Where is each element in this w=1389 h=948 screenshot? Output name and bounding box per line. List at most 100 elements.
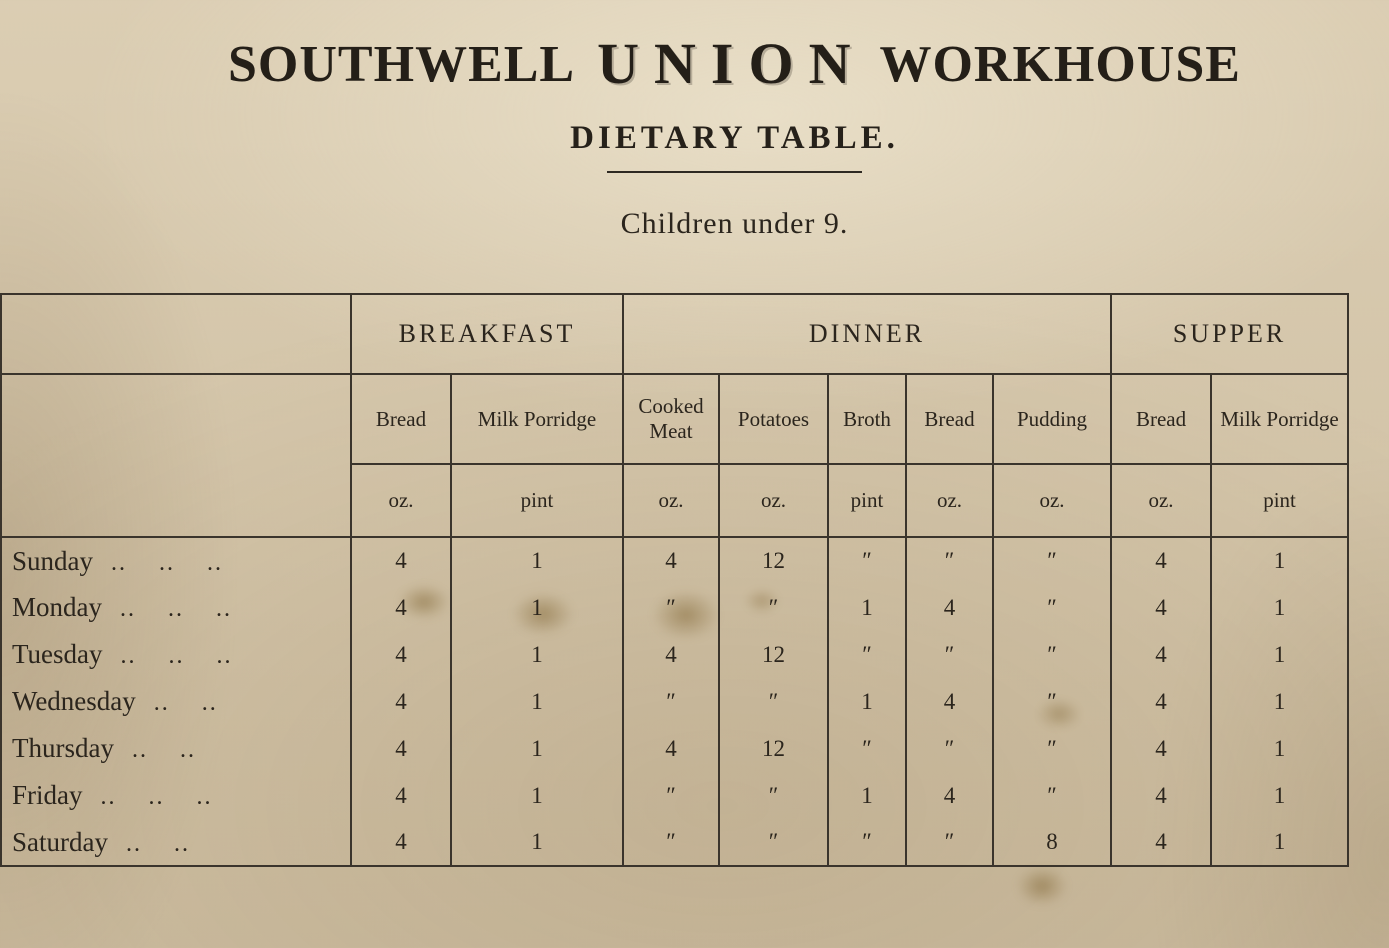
value-cell: ″ (991, 678, 1113, 725)
value-cell: 4 (350, 725, 452, 772)
day-name: Friday (12, 780, 83, 810)
value-cell: 4 (350, 678, 452, 725)
value-cell: 4 (622, 725, 720, 772)
table-row-saturday: Saturday .. .. 4 1 ″ ″ ″ ″ 8 4 1 (0, 819, 1350, 866)
value-cell: 8 (991, 819, 1113, 866)
value-cell: 1 (450, 819, 624, 866)
col-breakfast-milk-porridge: Milk Porridge (450, 373, 624, 465)
value-cell: 4 (350, 819, 452, 866)
value-cell: ″ (718, 678, 829, 725)
value-cell: 1 (1210, 584, 1350, 631)
day-label: Sunday .. .. .. (0, 537, 352, 584)
col-supper-bread: Bread (1110, 373, 1213, 465)
table-row-thursday: Thursday .. .. 4 1 4 12 ″ ″ ″ 4 1 (0, 725, 1350, 772)
value-cell: 4 (350, 631, 452, 678)
unit-cell: oz. (991, 463, 1113, 538)
unit-cell: oz. (718, 463, 829, 538)
day-name: Saturday (12, 826, 108, 857)
dietary-table: BREAKFAST DINNER SUPPER Bread Milk Porri… (0, 293, 1350, 867)
audience-line: Children under 9. (620, 206, 849, 240)
value-cell: ″ (905, 819, 994, 866)
table-row-tuesday: Tuesday .. .. .. 4 1 4 12 ″ ″ ″ 4 1 (0, 631, 1350, 678)
value-cell: ″ (718, 772, 829, 819)
document-header: SOUTHWELL UNION WORKHOUSE DIETARY TABLE. C… (40, 0, 1389, 241)
day-label: Monday .. .. .. (0, 584, 352, 631)
day-label: Wednesday .. .. (0, 678, 352, 725)
value-cell: ″ (905, 725, 994, 772)
value-cell: ″ (991, 584, 1113, 631)
day-label: Thursday .. .. (0, 725, 352, 772)
value-cell: 4 (1110, 772, 1213, 819)
value-cell: 1 (450, 678, 624, 725)
table-row-friday: Friday .. .. .. 4 1 ″ ″ 1 4 ″ 4 1 (0, 772, 1350, 819)
day-name: Tuesday (12, 639, 103, 669)
title-southwell: SOUTHWELL (228, 36, 576, 93)
value-cell: 4 (622, 537, 720, 584)
unit-cell: oz. (622, 463, 720, 538)
value-cell: 4 (1110, 537, 1213, 584)
value-cell: 4 (1110, 678, 1213, 725)
value-cell: 4 (905, 678, 994, 725)
day-label: Saturday .. .. (0, 819, 352, 866)
group-dinner: DINNER (621, 293, 1113, 375)
day-name: Sunday (12, 545, 93, 576)
leader-dots: .. .. .. (120, 643, 233, 669)
value-cell: 1 (450, 772, 624, 819)
value-cell: ″ (718, 819, 829, 866)
unit-cell: pint (450, 463, 624, 538)
value-cell: 4 (1110, 725, 1213, 772)
group-supper: SUPPER (1110, 293, 1350, 375)
col-breakfast-bread: Bread (350, 373, 452, 465)
unit-cell: oz. (1110, 463, 1213, 538)
col-dinner-cooked-meat: Cooked Meat (622, 373, 720, 465)
value-cell: ″ (991, 631, 1113, 678)
table-row-wednesday: Wednesday .. .. 4 1 ″ ″ 1 4 ″ 4 1 (0, 678, 1350, 725)
value-cell: 4 (1110, 819, 1213, 866)
value-cell: 1 (1210, 678, 1350, 725)
value-cell: 1 (450, 537, 624, 584)
value-cell: 4 (905, 584, 994, 631)
paper-stain (1016, 866, 1068, 906)
value-cell: 1 (1210, 772, 1350, 819)
day-label: Tuesday .. .. .. (0, 631, 352, 678)
day-name: Wednesday (12, 686, 136, 716)
leader-dots: .. .. .. (100, 784, 213, 810)
value-cell: 1 (827, 678, 907, 725)
value-cell: 1 (827, 772, 907, 819)
value-cell: ″ (622, 819, 720, 866)
leader-dots: .. .. (131, 737, 196, 763)
col-supper-milk-porridge: Milk Porridge (1210, 373, 1350, 465)
value-cell: 1 (1210, 819, 1350, 866)
units-row: oz. pint oz. oz. pint oz. oz. oz. pint (1, 463, 1350, 538)
table-row-sunday: Sunday .. .. .. 4 1 4 12 ″ ″ ″ 4 1 (0, 537, 1350, 584)
value-cell: 4 (350, 584, 452, 631)
col-dinner-pudding: Pudding (991, 373, 1113, 465)
value-cell: ″ (991, 537, 1113, 584)
value-cell: ″ (622, 678, 720, 725)
corner-cell (0, 293, 352, 375)
group-breakfast: BREAKFAST (350, 293, 624, 375)
value-cell: ″ (622, 772, 720, 819)
table-row-monday: Monday .. .. .. 4 1 ″ ″ 1 4 ″ 4 1 (0, 584, 1350, 631)
unit-cell: oz. (350, 463, 452, 538)
leader-dots: .. .. (125, 830, 190, 857)
value-cell: ″ (905, 537, 994, 584)
value-cell: ″ (991, 725, 1113, 772)
value-cell: ″ (905, 631, 994, 678)
value-cell: ″ (827, 819, 907, 866)
value-cell: 1 (450, 631, 624, 678)
day-label: Friday .. .. .. (0, 772, 352, 819)
unit-cell: oz. (905, 463, 994, 538)
value-cell: 1 (1210, 537, 1350, 584)
leader-dots: .. .. .. (111, 549, 223, 576)
col-dinner-bread: Bread (905, 373, 994, 465)
leader-dots: .. .. .. (120, 596, 232, 622)
value-cell: ″ (622, 584, 720, 631)
value-cell: ″ (827, 631, 907, 678)
page-title: SOUTHWELL UNION WORKHOUSE (40, 30, 1389, 96)
day-name: Monday (12, 592, 102, 622)
subtitle-rule (607, 170, 862, 173)
value-cell: ″ (718, 584, 829, 631)
value-cell: 1 (1210, 725, 1350, 772)
